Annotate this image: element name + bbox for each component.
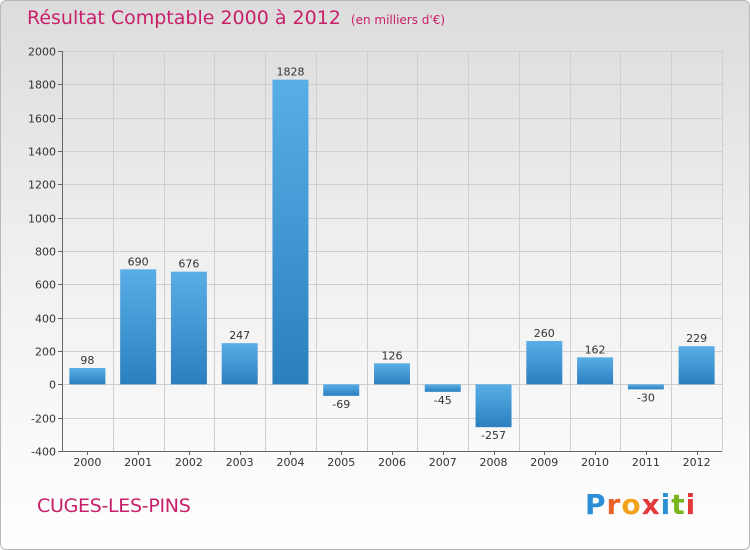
bar-2003 — [221, 343, 258, 385]
data-label-2004: 1828 — [276, 66, 304, 79]
data-label-2003: 247 — [229, 329, 250, 342]
x-tick-label: 2011 — [632, 456, 660, 469]
bar-2008 — [475, 384, 512, 428]
logo-letter: x — [641, 488, 661, 521]
bar-2007 — [424, 384, 461, 392]
y-tick-label: 1200 — [28, 179, 56, 192]
x-tick-label: 2001 — [124, 456, 152, 469]
x-tick-label: 2012 — [683, 456, 711, 469]
y-tick-label: 600 — [35, 279, 56, 292]
bar-2000 — [69, 368, 106, 385]
x-tick-label: 2005 — [327, 456, 355, 469]
bar-2010 — [577, 357, 614, 385]
bar-2001 — [120, 269, 157, 385]
x-tick-label: 2009 — [530, 456, 558, 469]
logo-letter: i — [685, 488, 697, 521]
grid-lines — [62, 51, 723, 452]
x-tick-label: 2000 — [73, 456, 101, 469]
title-text: Résultat Comptable 2000 à 2012 — [27, 7, 341, 29]
y-tick-label: 1800 — [28, 79, 56, 92]
y-tick-label: 400 — [35, 313, 56, 326]
bars — [69, 79, 715, 428]
data-label-2010: 162 — [585, 343, 606, 356]
data-label-2011: -30 — [637, 391, 655, 404]
y-tick-label: 800 — [35, 246, 56, 259]
bar-2011 — [627, 384, 664, 390]
y-tick-label: 1600 — [28, 113, 56, 126]
x-tick-label: 2002 — [175, 456, 203, 469]
data-label-2008: -257 — [481, 429, 506, 442]
x-tick-label: 2006 — [378, 456, 406, 469]
x-tick-label: 2003 — [226, 456, 254, 469]
proxiti-logo: Proxiti — [585, 488, 696, 521]
y-tick-label: 0 — [49, 379, 56, 392]
y-tick-label: -400 — [31, 446, 56, 459]
y-tick-label: 2000 — [28, 46, 56, 59]
axes: -400 -200 0 200 400 600 800 1000 1200 1400 1600 180… — [28, 46, 722, 469]
logo-letter: i — [660, 488, 672, 521]
bar-2012 — [678, 346, 715, 385]
bar-2002 — [170, 271, 207, 385]
y-tick-label: 1400 — [28, 146, 56, 159]
bar-2006 — [374, 363, 410, 385]
data-label-2002: 676 — [178, 258, 199, 271]
bar-2009 — [526, 341, 563, 385]
chart-title: Résultat Comptable 2000 à 2012 (en millie… — [27, 7, 445, 29]
place-name: CUGES-LES-PINS — [37, 495, 191, 517]
logo-letter: o — [621, 488, 642, 521]
data-label-2009: 260 — [534, 327, 555, 340]
y-tick-label: -200 — [31, 413, 56, 426]
y-tick-label: 200 — [35, 346, 56, 359]
data-label-2005: -69 — [332, 398, 350, 411]
x-tick-label: 2008 — [480, 456, 508, 469]
data-label-2000: 98 — [80, 354, 94, 367]
data-label-2007: -45 — [434, 394, 452, 407]
data-label-2012: 229 — [686, 332, 707, 345]
chart-subtitle: (en milliers d'€) — [350, 13, 446, 27]
data-label-2006: 126 — [382, 349, 403, 362]
x-tick-label: 2004 — [276, 456, 304, 469]
data-labels: 98 690 676 247 1828 -69 126 -45 -257 260 162 -30 229 — [80, 66, 707, 442]
logo-letter: t — [671, 488, 686, 521]
logo-letter: r — [606, 488, 622, 521]
y-tick-label: 1000 — [28, 213, 56, 226]
x-tick-label: 2010 — [581, 456, 609, 469]
x-tick-label: 2007 — [429, 456, 457, 469]
data-label-2001: 690 — [128, 255, 149, 268]
bar-2005 — [323, 384, 360, 396]
logo-letter: P — [585, 488, 607, 521]
bar-2004 — [272, 79, 309, 385]
